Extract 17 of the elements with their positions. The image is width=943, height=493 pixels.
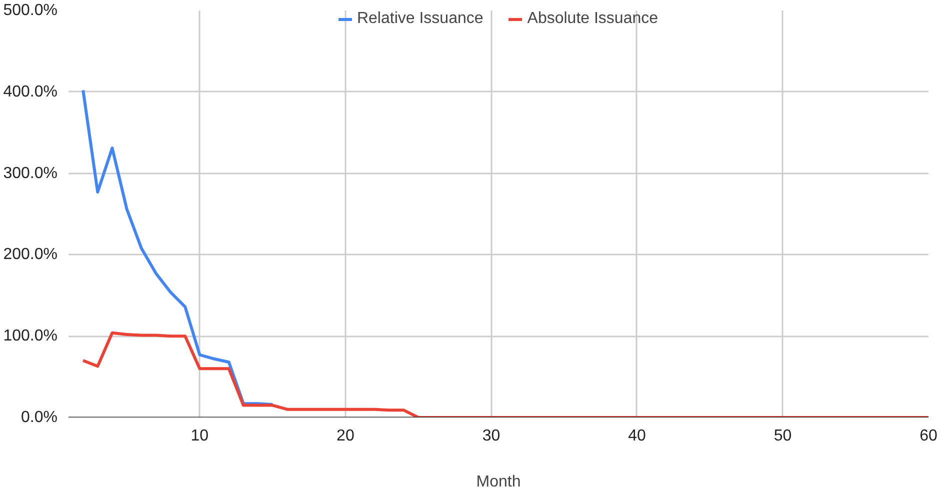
line-series [82, 331, 928, 418]
y-tick-label: 200.0% [3, 246, 58, 264]
x-tick-label: 10 [190, 428, 209, 444]
y-tick-label: 0.0% [21, 409, 58, 426]
x-tick-label: 20 [336, 428, 354, 444]
legend-label: Relative Issuance [356, 10, 484, 28]
y-tick-label: 500.0% [3, 2, 58, 19]
legend-label: Absolute Issuance [527, 10, 658, 28]
line-series [82, 88, 274, 406]
y-tick-label: 400.0% [3, 83, 58, 100]
x-tick-label: 30 [482, 428, 500, 444]
y-tick-label: 100.0% [3, 328, 58, 345]
x-tick-label: 60 [920, 428, 938, 444]
x-axis-title: Month [476, 474, 521, 490]
x-tick-label: 40 [628, 428, 646, 444]
x-tick-label: 50 [774, 428, 792, 444]
y-tick-label: 300.0% [3, 164, 58, 182]
